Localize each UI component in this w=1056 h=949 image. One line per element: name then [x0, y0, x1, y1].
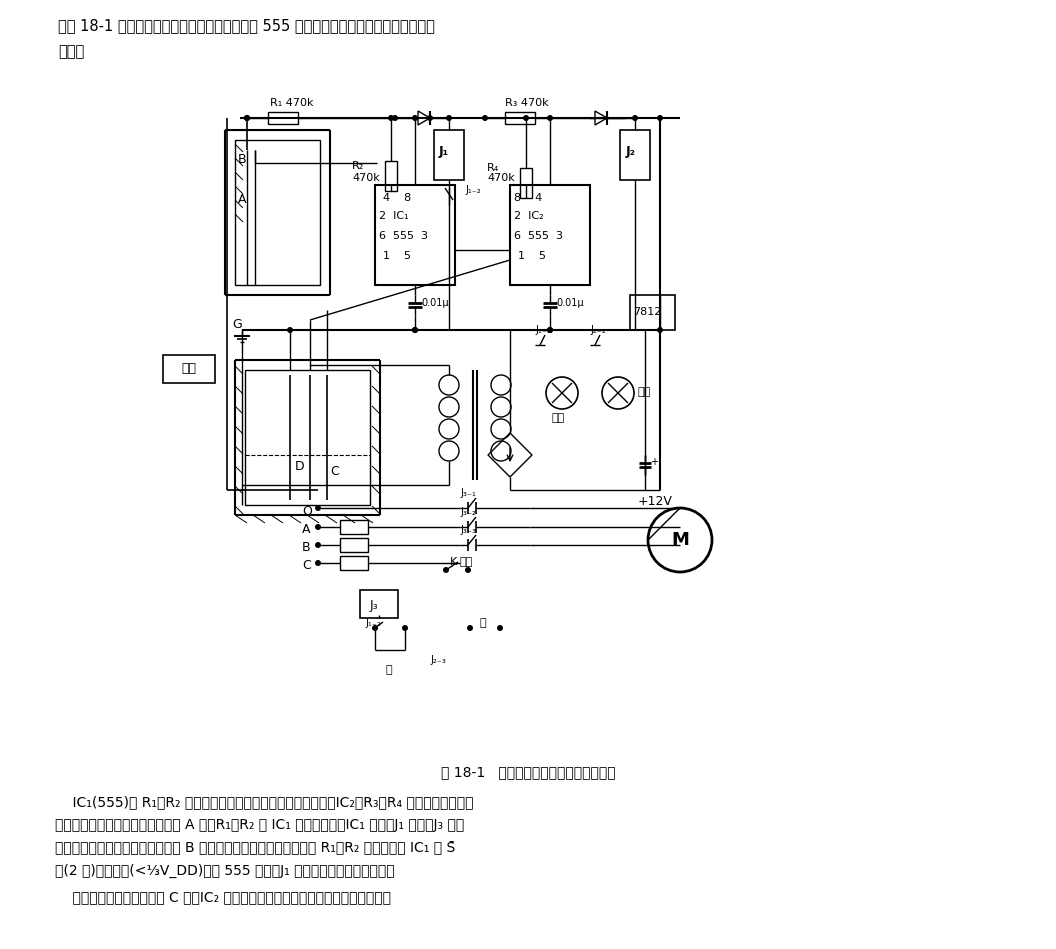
Text: 6  555  3: 6 555 3: [514, 231, 563, 241]
Text: J₃₋₂: J₃₋₂: [460, 507, 476, 517]
Circle shape: [315, 542, 321, 548]
Circle shape: [547, 115, 553, 121]
Circle shape: [244, 115, 250, 121]
Circle shape: [657, 115, 663, 121]
Bar: [268, 112, 298, 124]
Text: J₁₋₁: J₁₋₁: [535, 325, 551, 335]
Text: 无水: 无水: [638, 387, 652, 397]
Bar: [340, 556, 367, 570]
Bar: [235, 140, 320, 285]
Circle shape: [631, 115, 638, 121]
Text: 7812: 7812: [633, 307, 661, 317]
Circle shape: [657, 327, 663, 333]
Text: 1    5: 1 5: [383, 251, 411, 261]
Text: R₃ 470k: R₃ 470k: [505, 98, 549, 108]
Circle shape: [547, 327, 553, 333]
Text: 合，水泵得电抽水；当水位上升至 B 点时，由于探极对地电阻低，与 R₁、R₂ 分压后，使 IC₁ 的 S̄: 合，水泵得电抽水；当水位上升至 B 点时，由于探极对地电阻低，与 R₁、R₂ 分…: [55, 841, 455, 855]
Text: O: O: [302, 505, 312, 518]
Text: B: B: [238, 153, 247, 166]
Circle shape: [412, 327, 418, 333]
Circle shape: [467, 625, 473, 631]
Circle shape: [412, 327, 418, 333]
Bar: [520, 168, 532, 198]
Circle shape: [402, 625, 408, 631]
Circle shape: [388, 115, 394, 121]
Text: 6  555  3: 6 555 3: [379, 231, 428, 241]
Text: J₁: J₁: [439, 145, 449, 158]
Text: A: A: [302, 523, 310, 536]
Text: IC₁(555)和 R₁、R₂ 及水位探极组成楼顶水箱用双稳态电路，IC₂、R₃、R₄ 组成楼下水池用双: IC₁(555)和 R₁、R₂ 及水位探极组成楼顶水箱用双稳态电路，IC₂、R₃…: [55, 795, 473, 809]
Text: 1    5: 1 5: [518, 251, 546, 261]
Circle shape: [427, 115, 433, 121]
Text: K: K: [450, 557, 457, 567]
Text: 工作: 工作: [552, 413, 565, 423]
Text: J₁₋₂: J₁₋₂: [465, 185, 480, 195]
Text: D: D: [295, 460, 304, 473]
Circle shape: [315, 524, 321, 530]
Text: 2  IC₂: 2 IC₂: [514, 211, 544, 221]
Text: J₂₋₂: J₂₋₂: [590, 325, 606, 335]
Text: A: A: [238, 193, 246, 206]
Text: G: G: [232, 318, 242, 331]
Circle shape: [287, 327, 293, 333]
Text: J₂₋₃: J₂₋₃: [430, 655, 446, 665]
Text: 图 18-1   楼顶水箱自动上水控制装置电路: 图 18-1 楼顶水箱自动上水控制装置电路: [440, 765, 616, 779]
Text: R₂: R₂: [352, 161, 364, 171]
Bar: [340, 520, 367, 534]
Circle shape: [444, 567, 449, 573]
Bar: [163, 355, 215, 383]
Circle shape: [465, 567, 471, 573]
Text: 组成。: 组成。: [58, 44, 84, 59]
Text: 关: 关: [385, 665, 392, 675]
Text: 水泵: 水泵: [182, 363, 196, 376]
Text: 手动: 手动: [460, 557, 473, 567]
Bar: [340, 538, 367, 552]
Text: J₁₋₂: J₁₋₂: [365, 618, 381, 628]
Text: 470k: 470k: [352, 173, 380, 183]
Text: J₃₋₁: J₃₋₁: [460, 488, 476, 498]
Text: +12V: +12V: [638, 495, 673, 508]
Text: R₁ 470k: R₁ 470k: [270, 98, 314, 108]
Circle shape: [315, 560, 321, 566]
Text: 2  IC₁: 2 IC₁: [379, 211, 409, 221]
Bar: [375, 185, 455, 285]
Text: +: +: [650, 457, 658, 467]
Circle shape: [244, 115, 250, 121]
Text: 如图 18-1 所示，控制电路由水位探测头和两片 555 接成的双稳触发电路及继电控制部分: 如图 18-1 所示，控制电路由水位探测头和两片 555 接成的双稳触发电路及继…: [58, 18, 435, 33]
Bar: [620, 130, 650, 180]
Bar: [245, 370, 370, 505]
Text: 端(2 脚)呈低电平(<⅓V_DD)，使 555 置位，J₁ 释放，水泵断电停止抽水。: 端(2 脚)呈低电平(<⅓V_DD)，使 555 置位，J₁ 释放，水泵断电停止…: [55, 864, 395, 878]
Text: M: M: [671, 531, 689, 549]
Circle shape: [497, 625, 503, 631]
Text: C: C: [329, 465, 339, 478]
Text: 楼下水池的水位不应低于 C 点。IC₂ 控制器情况与楼顶水箱的水位控制情况类似。: 楼下水池的水位不应低于 C 点。IC₂ 控制器情况与楼顶水箱的水位控制情况类似。: [55, 890, 391, 904]
Text: J₃₋₃: J₃₋₃: [460, 525, 476, 535]
Text: 8    4: 8 4: [514, 193, 542, 203]
Text: J₂: J₂: [626, 145, 636, 158]
Circle shape: [547, 327, 553, 333]
Bar: [385, 161, 397, 191]
Circle shape: [392, 115, 398, 121]
Text: 稳态电路。当楼顶水箱的水位低于 A 时，R₁、R₂ 为 IC₁ 提供高电平，IC₁ 复位，J₁ 吸合，J₃ 也吸: 稳态电路。当楼顶水箱的水位低于 A 时，R₁、R₂ 为 IC₁ 提供高电平，IC…: [55, 818, 465, 832]
Bar: [630, 295, 675, 330]
Text: R₄: R₄: [487, 163, 499, 173]
Bar: [510, 185, 590, 285]
Circle shape: [446, 115, 452, 121]
Circle shape: [482, 115, 488, 121]
Circle shape: [372, 625, 378, 631]
Text: 0.01μ: 0.01μ: [421, 298, 449, 308]
Text: C: C: [302, 559, 310, 572]
Circle shape: [315, 505, 321, 511]
Bar: [360, 590, 398, 618]
Text: 470k: 470k: [487, 173, 514, 183]
Text: 4    8: 4 8: [383, 193, 411, 203]
Text: B: B: [302, 541, 310, 554]
Text: 0.01μ: 0.01μ: [557, 298, 584, 308]
Bar: [434, 130, 464, 180]
Circle shape: [412, 115, 418, 121]
Text: J₃: J₃: [370, 599, 379, 612]
Text: 开: 开: [480, 618, 487, 628]
Bar: [505, 112, 535, 124]
Circle shape: [523, 115, 529, 121]
